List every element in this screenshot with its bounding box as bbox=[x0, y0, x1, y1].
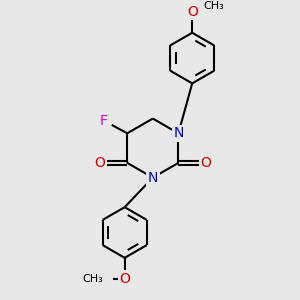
Text: O: O bbox=[94, 156, 105, 170]
Text: O: O bbox=[187, 4, 198, 19]
Text: O: O bbox=[200, 156, 211, 170]
Text: N: N bbox=[148, 171, 158, 184]
Text: CH₃: CH₃ bbox=[203, 1, 224, 11]
Text: CH₃: CH₃ bbox=[82, 274, 103, 284]
Text: F: F bbox=[100, 114, 108, 128]
Text: N: N bbox=[173, 126, 184, 140]
Text: O: O bbox=[119, 272, 130, 286]
